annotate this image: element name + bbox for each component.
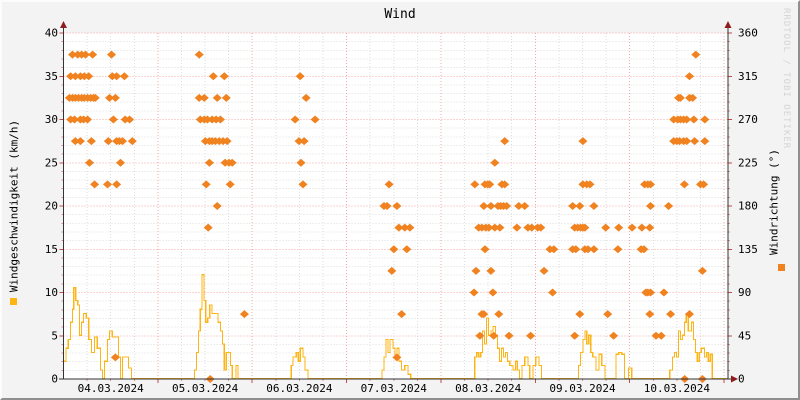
svg-text:360: 360 bbox=[738, 27, 758, 40]
speed-legend-swatch bbox=[10, 298, 17, 305]
svg-text:0: 0 bbox=[738, 373, 745, 386]
svg-text:270: 270 bbox=[738, 113, 758, 126]
tick-labels: 0 5 10 15 20 25 30 35 40 0 45 90 135 180 225 270 315 360 0… bbox=[45, 27, 758, 396]
rrdtool-watermark: RRDTOOL / TOBI OETIKER bbox=[781, 8, 791, 150]
svg-text:0: 0 bbox=[51, 373, 58, 386]
svg-text:40: 40 bbox=[45, 27, 58, 40]
svg-text:05.03.2024: 05.03.2024 bbox=[172, 382, 239, 395]
svg-text:09.03.2024: 09.03.2024 bbox=[549, 382, 616, 395]
right-axis-label: Windrichtung (°) bbox=[767, 149, 781, 255]
svg-text:04.03.2024: 04.03.2024 bbox=[78, 382, 145, 395]
wind-direction-points bbox=[64, 50, 710, 383]
svg-text:30: 30 bbox=[45, 113, 58, 126]
svg-text:07.03.2024: 07.03.2024 bbox=[361, 382, 428, 395]
left-axis-label: Windgeschwindigkeit (km/h) bbox=[7, 119, 21, 293]
svg-text:5: 5 bbox=[51, 329, 58, 342]
svg-text:45: 45 bbox=[738, 329, 751, 342]
svg-text:10.03.2024: 10.03.2024 bbox=[644, 382, 711, 395]
svg-text:15: 15 bbox=[45, 243, 58, 256]
svg-text:315: 315 bbox=[738, 70, 758, 83]
svg-text:90: 90 bbox=[738, 286, 751, 299]
svg-text:08.03.2024: 08.03.2024 bbox=[455, 382, 522, 395]
svg-text:25: 25 bbox=[45, 156, 58, 169]
svg-text:20: 20 bbox=[45, 200, 58, 213]
x-axis-arrow-icon bbox=[731, 375, 738, 383]
svg-text:225: 225 bbox=[738, 156, 758, 169]
svg-text:35: 35 bbox=[45, 70, 58, 83]
chart-title: Wind bbox=[384, 7, 416, 22]
wind-speed-line bbox=[63, 274, 728, 380]
svg-text:180: 180 bbox=[738, 200, 758, 213]
axes bbox=[59, 27, 732, 380]
direction-legend-swatch bbox=[778, 264, 785, 271]
left-axis-arrow-icon bbox=[60, 21, 67, 28]
svg-text:06.03.2024: 06.03.2024 bbox=[266, 382, 333, 395]
right-axis-arrow-icon bbox=[724, 21, 732, 28]
grid-major bbox=[63, 32, 728, 379]
svg-text:10: 10 bbox=[45, 286, 58, 299]
svg-text:135: 135 bbox=[738, 243, 758, 256]
